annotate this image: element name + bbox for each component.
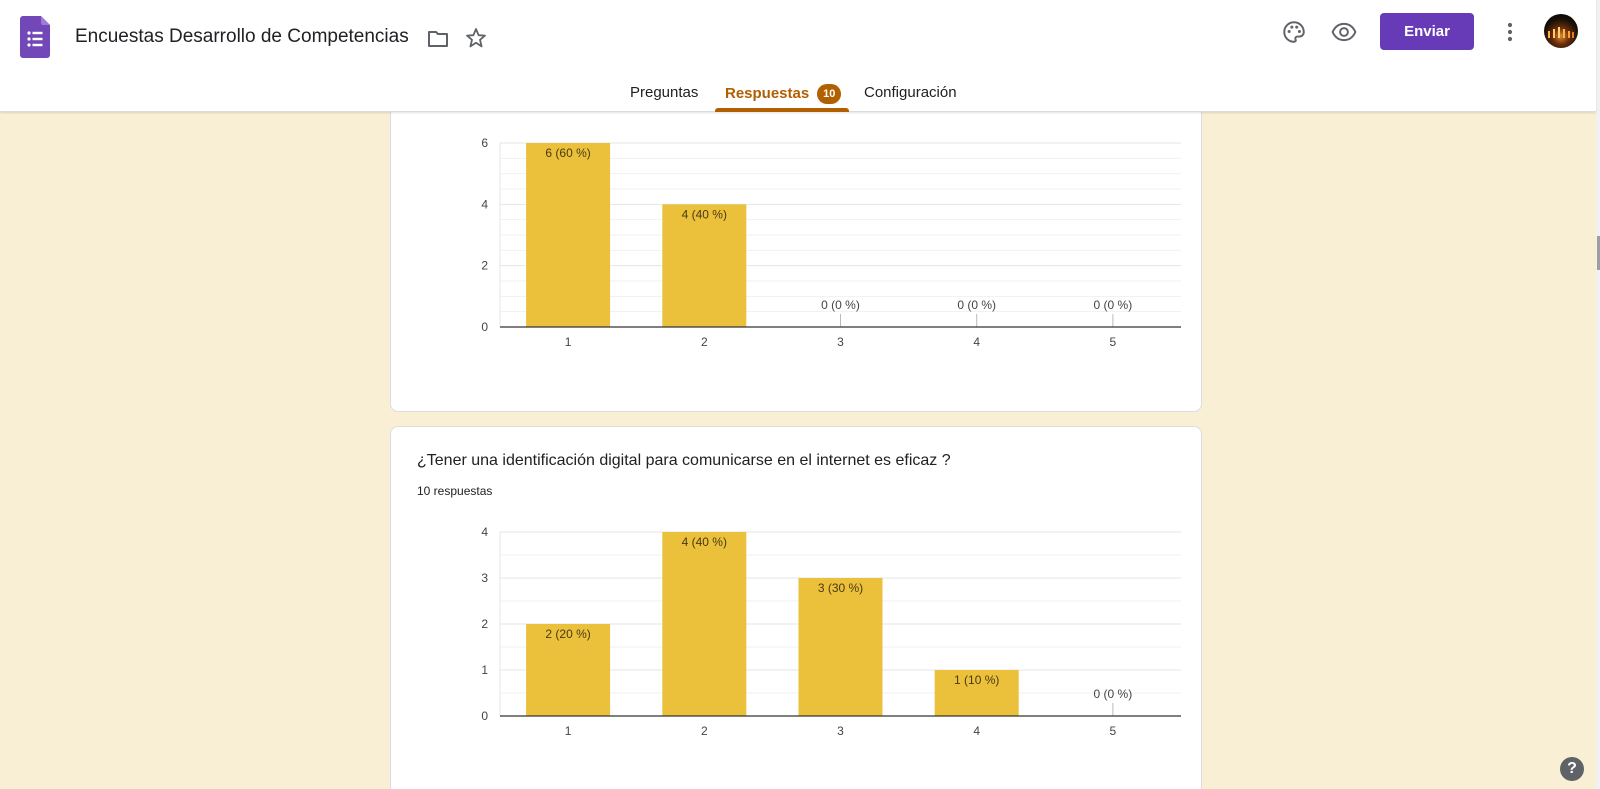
data-label: 0 (0 %)	[1094, 298, 1133, 312]
y-tick-label: 2	[481, 259, 488, 273]
tab-bar: Preguntas Respuestas 10 Configuración	[0, 78, 1596, 112]
y-tick-label: 1	[481, 663, 488, 677]
y-tick-label: 0	[481, 320, 488, 334]
tab-label: Preguntas	[630, 84, 699, 101]
app-header: Encuestas Desarrollo de Competencias Env…	[0, 0, 1596, 112]
bar	[662, 204, 747, 327]
bar	[526, 624, 611, 716]
eye-icon[interactable]	[1331, 19, 1357, 45]
document-title[interactable]: Encuestas Desarrollo de Competencias	[75, 26, 409, 47]
x-tick-label: 4	[973, 724, 980, 738]
y-tick-label: 2	[481, 617, 488, 631]
x-tick-label: 3	[837, 724, 844, 738]
data-label: 1 (10 %)	[954, 673, 999, 687]
y-tick-label: 4	[481, 197, 488, 211]
question-title: ¿Tener una identificación digital para c…	[417, 452, 951, 469]
x-tick-label: 5	[1110, 335, 1117, 349]
help-icon[interactable]: ?	[1560, 757, 1584, 781]
data-label: 4 (40 %)	[682, 207, 727, 221]
x-tick-label: 3	[837, 335, 844, 349]
x-tick-label: 2	[701, 724, 708, 738]
scrollbar-track[interactable]	[1596, 0, 1600, 789]
bar-chart: 0 1 2 3 4 2 (20 %) 1 4 (40 %) 2 3 (30 %) 3 1 (10 %)…	[481, 525, 1181, 738]
x-tick-label: 1	[565, 335, 572, 349]
data-label: 4 (40 %)	[682, 535, 727, 549]
forms-logo-icon[interactable]	[20, 16, 50, 58]
data-label: 0 (0 %)	[957, 298, 996, 312]
question-card: 0 2 4 6 6 (60 %) 1 4 (40 %) 2 0 (0 %) 3 0 (0 %) 4 0 …	[390, 100, 1202, 412]
bar	[662, 532, 747, 716]
tab-respuestas[interactable]: Respuestas 10	[725, 84, 842, 104]
x-tick-label: 1	[565, 724, 572, 738]
data-label: 6 (60 %)	[545, 146, 590, 160]
folder-icon[interactable]	[426, 27, 450, 51]
bar	[798, 578, 883, 716]
x-tick-label: 4	[973, 335, 980, 349]
palette-icon[interactable]	[1281, 19, 1307, 45]
send-button[interactable]: Enviar	[1380, 13, 1474, 50]
question-card: ¿Tener una identificación digital para c…	[390, 426, 1202, 789]
data-label: 3 (30 %)	[818, 581, 863, 595]
tab-configuracion[interactable]: Configuración	[864, 84, 957, 101]
tab-label: Configuración	[864, 84, 957, 101]
y-tick-label: 0	[481, 709, 488, 723]
data-label: 0 (0 %)	[1094, 687, 1133, 701]
y-tick-label: 3	[481, 571, 488, 585]
star-icon[interactable]	[464, 26, 488, 50]
tab-label: Respuestas	[725, 85, 810, 102]
bar	[526, 143, 611, 327]
data-label: 0 (0 %)	[821, 298, 860, 312]
bar	[934, 670, 1019, 716]
tab-preguntas[interactable]: Preguntas	[630, 84, 698, 101]
y-tick-label: 4	[481, 525, 488, 539]
scrollbar-thumb[interactable]	[1597, 236, 1600, 270]
response-count: 10 respuestas	[417, 484, 493, 498]
y-tick-label: 6	[481, 136, 488, 150]
x-tick-label: 2	[701, 335, 708, 349]
data-label: 2 (20 %)	[545, 627, 590, 641]
active-tab-indicator	[715, 108, 849, 112]
bar-chart: 0 2 4 6 6 (60 %) 1 4 (40 %) 2 0 (0 %) 3 0 (0 %) 4 0 …	[481, 136, 1181, 349]
avatar[interactable]	[1544, 14, 1578, 48]
x-tick-label: 5	[1110, 724, 1117, 738]
more-vert-icon[interactable]	[1500, 18, 1520, 46]
response-count-badge: 10	[817, 84, 842, 104]
